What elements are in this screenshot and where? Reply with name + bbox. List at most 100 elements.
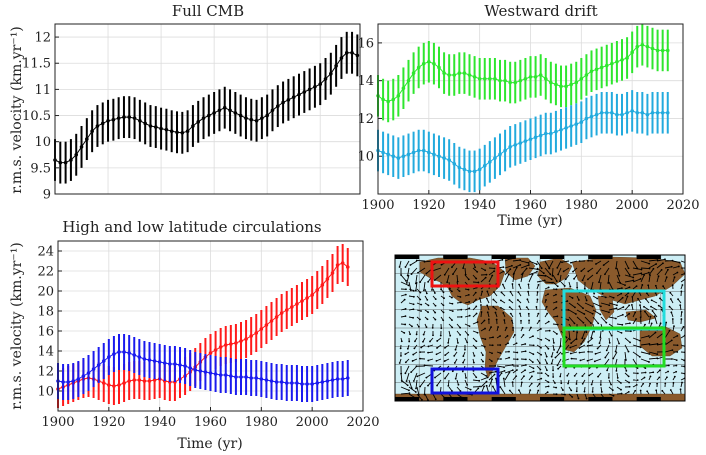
data-point <box>584 73 589 77</box>
flow-arrow-head <box>486 304 489 307</box>
flow-arrow-head <box>626 295 629 298</box>
flow-arrow-head <box>414 340 416 343</box>
flow-arrow-head <box>477 387 480 390</box>
data-point <box>482 163 487 168</box>
flow-arrow-head <box>532 335 534 338</box>
data-point <box>615 112 619 117</box>
flow-arrow-head <box>416 375 419 378</box>
flow-arrow-head <box>574 306 576 309</box>
data-point <box>498 78 502 83</box>
flow-arrow <box>664 340 672 346</box>
data-point <box>325 379 330 383</box>
flow-arrow-head <box>571 396 574 398</box>
flow-arrow-head <box>608 304 611 307</box>
flow-arrow-head <box>679 388 682 391</box>
flow-arrow <box>488 379 493 388</box>
flow-arrow-head <box>564 393 566 396</box>
flow-arrow-head <box>540 377 543 380</box>
flow-arrow-head <box>616 304 618 307</box>
flow-arrow-head <box>434 311 437 314</box>
flow-arrow-head <box>459 333 462 336</box>
flow-arrow-head <box>527 262 530 264</box>
flow-arrow-head <box>508 306 511 308</box>
flow-arrow <box>643 306 650 311</box>
flow-arrow-head <box>598 342 601 345</box>
flow-arrow-head <box>485 273 488 276</box>
flow-arrow-head <box>628 312 631 315</box>
chart-title-full-cmb: Full CMB <box>172 2 244 20</box>
flow-arrow <box>599 281 602 291</box>
data-point <box>286 98 291 102</box>
series-line <box>377 44 668 102</box>
data-point <box>650 46 655 51</box>
flow-arrow <box>447 379 450 386</box>
flow-arrow <box>616 297 623 304</box>
flow-arrow-head <box>635 384 638 386</box>
data-point <box>564 84 568 89</box>
flow-arrow-head <box>485 384 488 387</box>
flow-arrow-head <box>557 367 560 370</box>
flow-arrow-head <box>681 284 684 286</box>
flow-arrow-head <box>406 384 409 387</box>
data-point <box>543 76 548 81</box>
flow-arrow-head <box>599 384 602 386</box>
flow-arrow-head <box>581 375 584 378</box>
flow-arrow <box>536 280 545 283</box>
flow-arrow-head <box>513 272 515 275</box>
series-westward-drift <box>376 24 670 193</box>
flow-arrow-head <box>569 346 572 349</box>
flow-arrow-head <box>486 376 489 379</box>
flow-arrow-head <box>500 291 503 294</box>
flow-arrow <box>604 267 610 275</box>
flow-arrow-head <box>664 258 666 261</box>
flow-arrow-head <box>644 298 647 300</box>
flow-arrow <box>512 273 515 283</box>
x-tick-label: 1900 <box>41 415 74 430</box>
flow-arrow-head <box>639 346 642 349</box>
flow-arrow-head <box>671 358 673 360</box>
flow-arrow <box>444 267 450 276</box>
flow-arrow-head <box>425 292 428 295</box>
data-point <box>406 152 411 157</box>
flow-arrow-head <box>585 331 588 334</box>
flow-arrow-head <box>530 382 533 385</box>
flow-arrow-head <box>519 264 522 266</box>
data-point <box>244 337 248 341</box>
flow-arrow-head <box>508 356 511 359</box>
data-point <box>457 71 462 75</box>
flow-arrow-head <box>440 263 443 266</box>
flow-arrow-head <box>483 385 486 388</box>
data-point <box>61 380 65 384</box>
flow-arrow-head <box>453 354 456 357</box>
data-point <box>284 308 289 312</box>
data-point <box>594 112 599 117</box>
flow-arrow-head <box>586 359 589 362</box>
flow-arrow <box>410 260 418 266</box>
data-point <box>615 59 619 64</box>
border-tick <box>540 397 565 401</box>
data-point <box>569 82 573 87</box>
flow-arrow <box>576 302 584 309</box>
flow-arrow-head <box>555 306 558 309</box>
flow-arrow-head <box>527 283 530 286</box>
flow-arrow <box>464 267 467 275</box>
flow-arrow-head <box>657 275 660 278</box>
flow-arrow <box>672 266 679 269</box>
flow-arrow-head <box>502 312 505 314</box>
flow-arrow <box>648 351 658 355</box>
data-point <box>323 77 328 81</box>
data-point <box>234 375 238 379</box>
flow-arrow-head <box>620 292 623 295</box>
data-point <box>188 366 192 370</box>
flow-arrow-head <box>412 316 415 319</box>
flow-arrow-head <box>466 383 469 386</box>
flow-arrow-head <box>442 291 445 294</box>
data-point <box>164 127 169 132</box>
data-point <box>518 141 523 145</box>
data-point <box>396 156 401 160</box>
data-point <box>244 116 248 120</box>
data-point <box>493 76 497 81</box>
flow-arrow-head <box>637 297 639 300</box>
flow-arrow-head <box>621 313 624 316</box>
data-point <box>239 375 243 379</box>
